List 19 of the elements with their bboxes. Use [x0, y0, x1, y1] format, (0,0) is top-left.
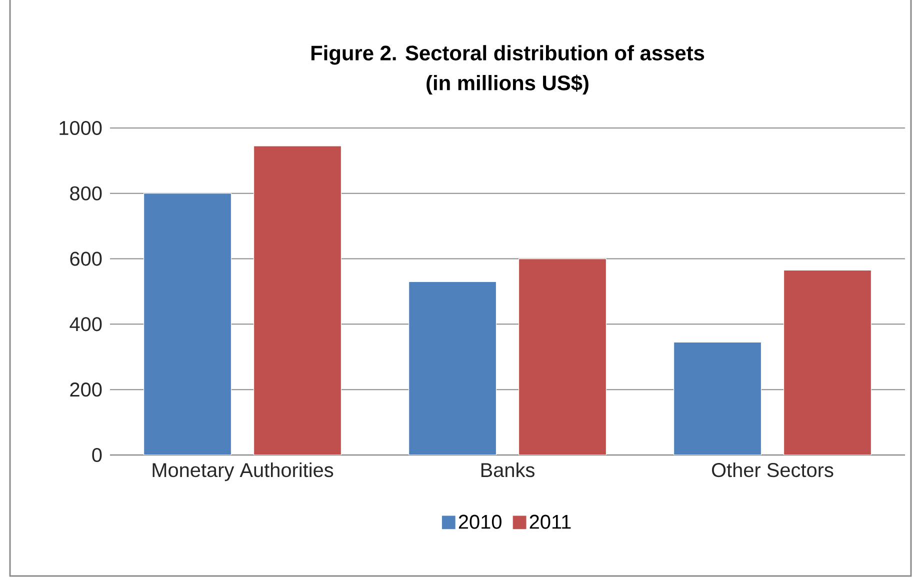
- chart-title: Figure 2. Sectoral distribution of assets: [311, 45, 704, 65]
- y-tick-label: 600: [70, 252, 102, 266]
- legend-label: 2010: [458, 514, 502, 529]
- bar: [143, 193, 232, 455]
- y-tick-label: 200: [70, 382, 102, 397]
- bar: [673, 342, 762, 455]
- y-tick-label: 1000: [60, 120, 102, 136]
- y-tick-label: 400: [70, 317, 102, 332]
- bar: [783, 270, 872, 455]
- y-tick-label: 800: [70, 186, 102, 200]
- legend-label: 2011: [530, 514, 571, 529]
- x-tick-label: Monetary Authorities: [152, 462, 334, 482]
- bar: [253, 146, 342, 455]
- bar: [408, 281, 497, 455]
- x-tick-label: Other Sectors: [712, 462, 834, 478]
- bar: [518, 258, 607, 455]
- y-tick-label: 0: [92, 448, 102, 462]
- x-tick-label: Banks: [481, 462, 534, 478]
- chart-subtitle: (in millions US$): [426, 74, 588, 94]
